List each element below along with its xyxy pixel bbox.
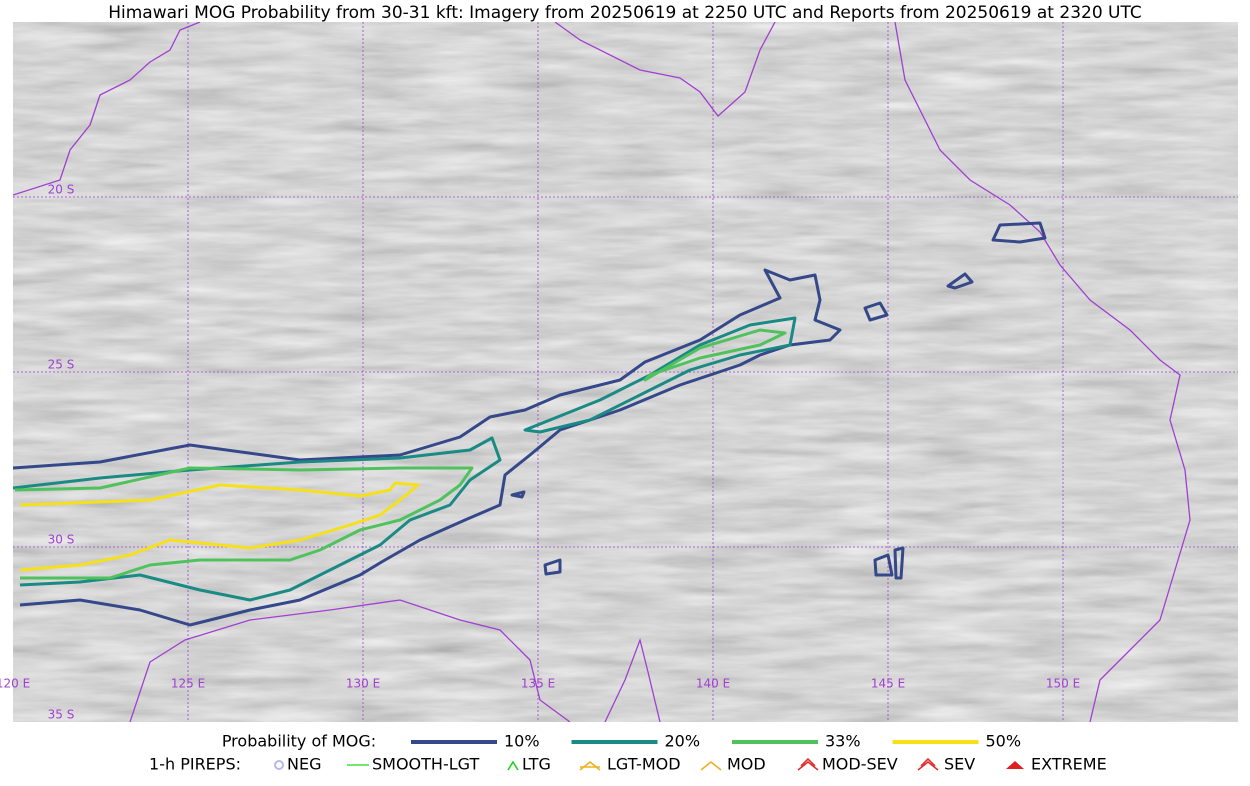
legend-label: SMOOTH-LGT	[372, 755, 479, 774]
legend-label: 20%	[665, 732, 701, 751]
lon-label: 135 E	[521, 677, 555, 691]
map-area	[13, 22, 1238, 722]
lon-label: 125 E	[171, 677, 205, 691]
legend-label: 10%	[504, 732, 540, 751]
lon-label: 145 E	[871, 677, 905, 691]
legend-label: NEG	[287, 755, 321, 774]
legend-label: 33%	[825, 732, 861, 751]
coastline	[129, 599, 571, 722]
legend-label: SEV	[944, 755, 975, 774]
lon-label: 130 E	[346, 677, 380, 691]
pirep-icon	[274, 760, 284, 770]
coastline	[13, 22, 201, 196]
lat-label: 25 S	[48, 358, 75, 372]
lon-label: 150 E	[1046, 677, 1080, 691]
graticule	[13, 22, 1238, 722]
legend-label: MOD-SEV	[822, 755, 898, 774]
legend: 10% 20% 33% 50% NEG SMOOTH-LGT LTG LGT-MOD MOD MO…	[274, 732, 1107, 774]
coastline	[894, 22, 1191, 722]
legend-label: 50%	[986, 732, 1022, 751]
pirep-icon	[797, 757, 819, 771]
lon-label: 140 E	[696, 677, 730, 691]
legend-title: Probability of MOG:	[222, 732, 376, 751]
pirep-icon	[700, 760, 722, 771]
pirep-icon	[1006, 761, 1024, 769]
title: Himawari MOG Probability from 30-31 kft:…	[108, 3, 1142, 23]
pirep-icon	[917, 757, 939, 771]
pirep-icon	[507, 760, 519, 771]
coastline	[604, 637, 661, 722]
lat-label: 35 S	[48, 708, 75, 722]
legend-label: MOD	[727, 755, 766, 774]
contours	[13, 221, 1047, 627]
legend-title: 1-h PIREPS:	[149, 755, 241, 774]
legend-label: LTG	[522, 755, 551, 774]
pirep-icon	[579, 760, 601, 771]
lon-label: 120 E	[0, 677, 30, 691]
lat-label: 30 S	[48, 533, 75, 547]
coastline	[554, 22, 776, 117]
lat-label: 20 S	[48, 183, 75, 197]
legend-label: EXTREME	[1031, 755, 1107, 774]
coastlines	[13, 22, 1191, 722]
legend-label: LGT-MOD	[607, 755, 681, 774]
